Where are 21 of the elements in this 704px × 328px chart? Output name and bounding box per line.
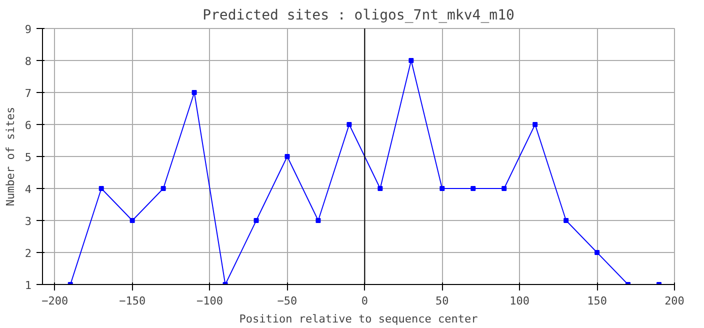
- x-tick-label: 100: [510, 294, 530, 308]
- x-tick-label: −200: [42, 294, 68, 308]
- y-tick-label: 1: [24, 279, 32, 292]
- x-tick-label: −50: [277, 294, 298, 308]
- x-tick-label: 0: [361, 294, 368, 308]
- y-tick-label: 6: [24, 119, 32, 132]
- y-tick-label: 9: [24, 23, 32, 36]
- y-tick-label: 2: [24, 247, 32, 260]
- x-tick-label: −150: [119, 294, 146, 308]
- y-tick-label: 3: [24, 215, 32, 228]
- y-axis-title: Number of sites: [4, 106, 17, 206]
- x-tick-label: −100: [196, 294, 224, 308]
- x-axis-title: Position relative to sequence center: [239, 312, 478, 326]
- x-tick-label: 200: [664, 294, 684, 308]
- y-tick-label: 8: [24, 55, 32, 68]
- y-tick-label: 4: [24, 183, 32, 196]
- y-tick-label: 5: [24, 151, 32, 164]
- chart-title: Predicted sites : oligos_7nt_mkv4_m10: [202, 8, 514, 24]
- y-tick-label: 7: [24, 87, 32, 100]
- x-tick-label: 50: [436, 294, 449, 308]
- x-tick-label: 150: [587, 294, 607, 308]
